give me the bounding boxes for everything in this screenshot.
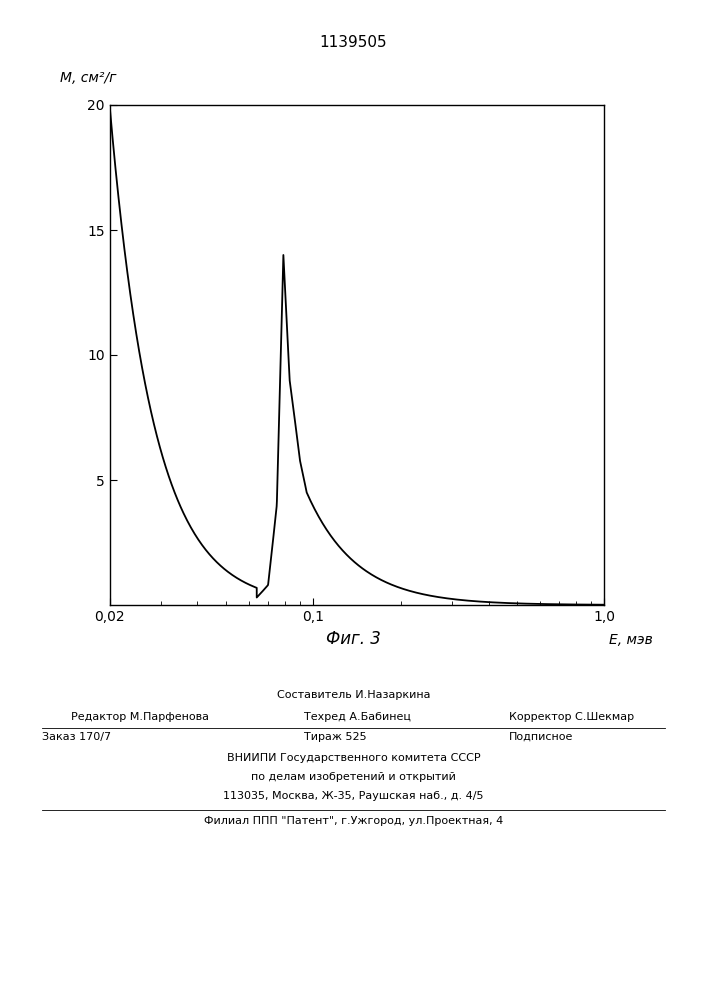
Text: Заказ 170/7: Заказ 170/7 [42, 732, 112, 742]
Text: Составитель И.Назаркина: Составитель И.Назаркина [276, 690, 431, 700]
Text: Редактор М.Парфенова: Редактор М.Парфенова [71, 712, 209, 722]
Text: Тираж 525: Тираж 525 [304, 732, 367, 742]
Text: Филиал ППП "Патент", г.Ужгород, ул.Проектная, 4: Филиал ППП "Патент", г.Ужгород, ул.Проек… [204, 816, 503, 826]
Text: 113035, Москва, Ж-35, Раушская наб., д. 4/5: 113035, Москва, Ж-35, Раушская наб., д. … [223, 791, 484, 801]
Text: Фиг. 3: Фиг. 3 [326, 630, 381, 648]
Text: E, мэв: E, мэв [609, 633, 653, 647]
Text: по делам изобретений и открытий: по делам изобретений и открытий [251, 772, 456, 782]
Text: 1139505: 1139505 [320, 35, 387, 50]
Text: М, см²/г: М, см²/г [60, 71, 117, 85]
Text: Корректор С.Шекмар: Корректор С.Шекмар [509, 712, 634, 722]
Text: Техред А.Бабинец: Техред А.Бабинец [304, 712, 411, 722]
Text: ВНИИПИ Государственного комитета СССР: ВНИИПИ Государственного комитета СССР [227, 753, 480, 763]
Text: Подписное: Подписное [509, 732, 573, 742]
